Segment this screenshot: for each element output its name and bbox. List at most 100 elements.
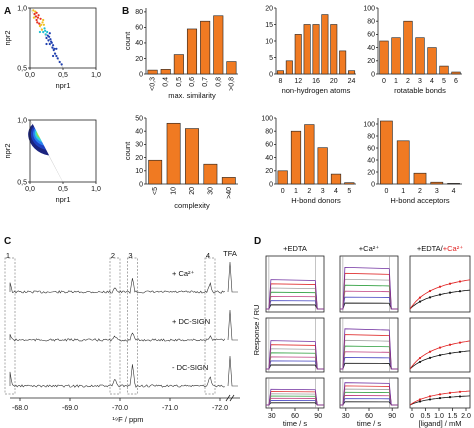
scatter-point	[47, 39, 50, 42]
bar	[213, 15, 224, 75]
bar	[330, 173, 342, 185]
x-tick-label: 0,5	[58, 186, 68, 193]
scatter-point	[48, 42, 51, 46]
y-tick-label: 10	[135, 168, 143, 175]
panel-b-label: B	[122, 6, 129, 17]
scatter-point	[51, 46, 54, 49]
peak-number-label: 4	[206, 251, 210, 260]
isotherm-point	[428, 289, 432, 293]
bar	[304, 124, 315, 185]
x-tick-label: 0	[281, 188, 285, 195]
spectrum-label: + Ca²⁺	[172, 269, 195, 278]
sensorgram-frame	[409, 317, 471, 373]
x-tick-label: 0,7	[202, 77, 209, 87]
col-title-part-ca: +Ca²⁺	[443, 244, 463, 253]
x-axis-label: npr1	[55, 195, 70, 204]
y-axis-label: count	[123, 31, 132, 50]
scatter-point	[36, 16, 40, 19]
bar	[430, 181, 444, 185]
bar	[451, 71, 461, 75]
x-tick-label: 24	[348, 78, 356, 85]
col-title-edta-ca: +EDTA/+Ca²⁺	[417, 244, 463, 253]
x-tick-label: 0	[382, 78, 386, 85]
x-tick-label: 0,5	[58, 72, 68, 79]
isotherm-curve	[409, 350, 471, 370]
bar	[396, 140, 410, 185]
scatter-point	[44, 33, 47, 36]
histogram-B-3: 0 20 40 60 80 100 0 1 2 3 4 5 6 rotatable bonds	[363, 5, 462, 95]
col-title-ca: +Ca²⁺	[359, 244, 379, 253]
x-tick-label: 1	[394, 78, 398, 85]
isotherm-point	[428, 395, 432, 398]
x-tick-label: 1,0	[91, 72, 101, 79]
y-axis-label: npr2	[3, 30, 12, 45]
nmr-spectrum	[9, 278, 225, 294]
x-tick-label: -70.0	[112, 405, 128, 412]
scatter-point	[55, 47, 58, 50]
scatter-point	[40, 28, 43, 31]
x-axis-label: non-hydrogen atoms	[282, 86, 351, 95]
sensorgram-frame	[339, 317, 399, 373]
x-tick-label: -68.0	[12, 405, 28, 412]
isotherm-point	[458, 290, 462, 293]
bar	[285, 60, 293, 75]
y-tick-label: 0	[139, 181, 143, 188]
histogram-B-6: 0 20 40 60 80 100 0 1 2 3 4H-bond acceptors	[363, 118, 462, 205]
isotherm-point	[418, 356, 422, 360]
isotherm-point	[428, 398, 432, 401]
sensorgram-trace	[340, 266, 398, 310]
scatter-point	[32, 16, 36, 19]
scatter-point	[40, 23, 43, 26]
bar	[391, 37, 401, 75]
x-tick-label: 2	[418, 188, 422, 195]
peak-box	[109, 257, 121, 395]
isotherm-point	[458, 390, 462, 393]
y-tick-label: 40	[265, 155, 273, 162]
y-tick-label: 40	[135, 129, 143, 136]
scatter-point	[34, 15, 38, 18]
isotherm-point	[448, 391, 452, 394]
bar	[339, 50, 347, 75]
scatter-point	[56, 57, 59, 60]
peak-box	[204, 257, 216, 395]
sensorgram-trace	[340, 328, 398, 370]
y-tick-label: 80	[135, 9, 143, 16]
bar	[276, 70, 284, 75]
peak-number-label: 3	[128, 251, 132, 260]
peak-number-label: 2	[111, 251, 115, 260]
bar	[379, 40, 389, 75]
scatter-point	[42, 30, 45, 34]
sensorgram-frame	[265, 255, 325, 313]
bar	[321, 14, 329, 75]
y-tick-label: 60	[265, 142, 273, 149]
y-tick-label: 100	[363, 121, 375, 128]
x-tick-label: 4	[452, 188, 456, 195]
axis-break	[225, 394, 235, 402]
sensorgram-frame	[409, 377, 471, 409]
isotherm-point	[438, 285, 442, 288]
scatter-point	[35, 11, 38, 14]
scatter-point	[33, 12, 36, 16]
peak-box	[4, 257, 16, 395]
bar	[221, 177, 236, 185]
bar	[317, 147, 328, 185]
x-axis-label: complexity	[174, 201, 210, 210]
bar	[148, 159, 163, 185]
x-tick-label: 1.0	[434, 413, 444, 420]
scatter-point	[44, 29, 47, 32]
nmr-spectrum	[9, 364, 225, 388]
x-tick-label: 6	[454, 78, 458, 85]
y-tick-label: 0	[269, 181, 273, 188]
x-tick-label: 30	[268, 413, 276, 420]
x-tick-label: 2	[307, 188, 311, 195]
isotherm-point	[458, 341, 462, 344]
scatter-point	[38, 22, 41, 25]
nmr-spectrum	[9, 332, 226, 342]
tfa-peak	[227, 355, 238, 387]
histogram-B-5: 0 20 40 60 80 100 0 1 2 3 4 5 H-bond donors	[261, 115, 356, 205]
isotherm-curve	[409, 289, 471, 310]
isotherm-point	[428, 296, 432, 299]
